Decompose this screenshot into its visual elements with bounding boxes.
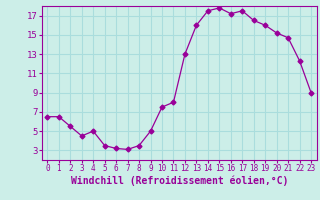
X-axis label: Windchill (Refroidissement éolien,°C): Windchill (Refroidissement éolien,°C) <box>70 176 288 186</box>
